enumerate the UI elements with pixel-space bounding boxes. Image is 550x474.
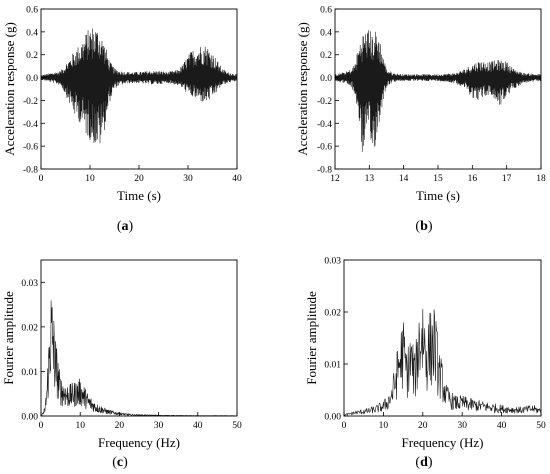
x-tick-label: 10 [85, 174, 95, 184]
y-tick-label: 0.0 [320, 74, 332, 84]
x-tick-label: 30 [183, 174, 193, 184]
signal-line-a [40, 28, 238, 144]
x-tick-label: 12 [330, 174, 340, 184]
y-tick-label: 0.03 [324, 257, 341, 267]
chart-panel-d: 0 10 20 30 40 50 0.00 0.01 0.02 0.03 Frequency (Hz… [304, 257, 546, 471]
x-tick-label: 14 [399, 174, 409, 184]
x-tick-label: 0 [39, 421, 44, 431]
y-tick-label: -0.6 [23, 143, 38, 153]
x-tick-label: 10 [75, 421, 85, 431]
plot-frame [40, 259, 238, 417]
y-tick-label: 0.6 [26, 6, 38, 16]
y-tick-label: -0.2 [23, 97, 38, 107]
y-tick-label: -0.6 [317, 143, 332, 153]
y-tick-label: 0.02 [324, 309, 341, 319]
y-tick-label: -0.8 [317, 166, 332, 176]
x-tick-label: 15 [433, 174, 443, 184]
x-tick-label: 18 [536, 174, 546, 184]
chart-panel-c: 0 10 20 30 40 50 0.00 0.01 0.02 0.03 Frequency (Hz… [1, 259, 242, 470]
y-tick-label: 0.2 [26, 51, 38, 61]
y-tick-label: 0.00 [324, 413, 341, 423]
y-tick-label: 0.01 [324, 361, 341, 371]
plot-frame [343, 259, 542, 417]
y-tick-label: 0.6 [320, 6, 332, 16]
x-axis-label: Time (s) [416, 188, 460, 203]
x-tick-label: 20 [134, 174, 144, 184]
signal-line-d [343, 308, 542, 417]
x-tick-label: 50 [232, 421, 242, 431]
x-tick-label: 16 [468, 174, 478, 184]
x-tick-label: 10 [379, 421, 389, 431]
x-tick-label: 0 [39, 174, 44, 184]
panel-label-c: (c) [112, 455, 128, 470]
y-tick-label: 0.02 [21, 323, 38, 333]
x-axis-label: Time (s) [117, 188, 161, 203]
y-axis-label: Acceleration response (g) [2, 22, 17, 156]
y-tick-label: 0.4 [26, 28, 38, 38]
x-tick-label: 30 [457, 421, 467, 431]
y-tick-label: -0.4 [317, 120, 332, 130]
x-tick-label: 20 [418, 421, 428, 431]
signal-line-c [40, 300, 238, 417]
chart-panel-a: 0 10 20 30 40 -0.8 -0.6 -0.4 -0.2 0.0 0.2 0.4 0.6 Tim… [2, 6, 242, 235]
x-tick-label: 0 [342, 421, 347, 431]
y-tick-label: -0.8 [23, 166, 38, 176]
x-tick-label: 40 [232, 174, 242, 184]
y-tick-label: -0.2 [317, 97, 332, 107]
x-tick-label: 13 [365, 174, 375, 184]
y-tick-label: -0.4 [23, 120, 38, 130]
x-axis-label: Frequency (Hz) [402, 435, 484, 450]
x-axis-label: Frequency (Hz) [98, 435, 180, 450]
y-tick-label: 0.0 [26, 74, 38, 84]
x-tick-label: 50 [536, 421, 546, 431]
x-tick-label: 40 [193, 421, 203, 431]
x-tick-label: 20 [115, 421, 125, 431]
y-axis-label: Fourier amplitude [304, 291, 319, 385]
y-tick-label: 0.4 [320, 28, 332, 38]
signal-line-b [334, 30, 542, 152]
panel-label-d: (d) [415, 455, 432, 470]
panel-label-b: (b) [415, 219, 432, 234]
y-axis-label: Acceleration response (g) [295, 22, 310, 156]
panel-label-a: (a) [117, 219, 134, 234]
y-tick-label: 0.03 [21, 279, 38, 289]
y-tick-label: 0.00 [21, 413, 38, 423]
x-tick-label: 17 [502, 174, 512, 184]
y-tick-label: 0.01 [21, 368, 38, 378]
y-axis-label: Fourier amplitude [1, 291, 16, 385]
y-tick-label: 0.2 [320, 51, 332, 61]
x-tick-label: 30 [154, 421, 164, 431]
x-tick-label: 40 [497, 421, 507, 431]
chart-panel-b: 12 13 14 15 16 17 18 -0.8 -0.6 -0.4 -0.2 0.0 0.2 0.4 0… [295, 6, 546, 235]
